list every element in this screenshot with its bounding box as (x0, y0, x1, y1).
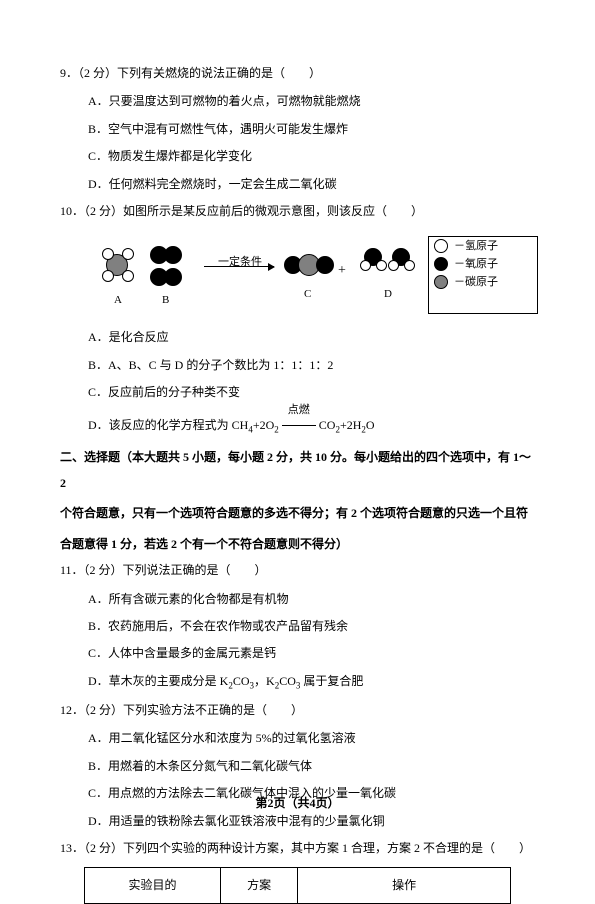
q9-opt-c: C．物质发生爆炸都是化学变化 (60, 143, 535, 169)
legend-swatch-o (434, 257, 448, 271)
q9-opt-d: D．任何燃料完全燃烧时，一定会生成二氧化碳 (60, 171, 535, 197)
reaction-condition: 点燃 (282, 412, 316, 438)
page-footer: 第2页（共4页） (0, 790, 595, 816)
q12-opt-a: A．用二氧化锰区分水和浓度为 5%的过氧化氢溶液 (60, 725, 535, 751)
section2-heading-2: 个符合题意，只有一个选项符合题意的多选不得分；有 2 个选项符合题意的只选一个且… (60, 500, 535, 526)
q10-opt-a: A．是化合反应 (60, 324, 535, 350)
legend-label: －氧原子 (454, 258, 498, 271)
q11-opt-c: C．人体中含量最多的金属元素是钙 (60, 640, 535, 666)
q11-opt-a: A．所有含碳元素的化合物都是有机物 (60, 586, 535, 612)
table-row: 实验目的 方案 操作 (84, 868, 511, 903)
legend-item: －氢原子 (429, 237, 537, 255)
label-d: D (384, 282, 392, 306)
atom-legend: －氢原子 －氧原子 －碳原子 (428, 236, 538, 314)
q10-stem: 10．（2 分）如图所示是某反应前后的微观示意图，则该反应（ ） (60, 198, 535, 224)
atom-o (316, 256, 334, 274)
atom-h (404, 260, 415, 271)
atom-o (164, 246, 182, 264)
table-header: 操作 (297, 868, 510, 903)
atom-h (102, 270, 114, 282)
atom-h (388, 260, 399, 271)
legend-swatch-h (434, 239, 448, 253)
reaction-diagram: A B 一定条件 C + D －氢原子 －氧原子 －碳原子 (88, 232, 535, 318)
legend-item: －氧原子 (429, 255, 537, 273)
q11-stem: 11．（2 分）下列说法正确的是（ ） (60, 557, 535, 583)
label-b: B (162, 288, 169, 312)
q13-stem: 13．（2 分）下列四个实验的两种设计方案，其中方案 1 合理，方案 2 不合理… (60, 835, 535, 861)
q9-opt-a: A．只要温度达到可燃物的着火点，可燃物就能燃烧 (60, 88, 535, 114)
arrow-condition: 一定条件 (218, 250, 262, 274)
atom-h (376, 260, 387, 271)
q10-opt-d: D．该反应的化学方程式为 CH4+2O2 点燃 CO2+2H2O (60, 412, 535, 440)
label-a: A (114, 288, 122, 312)
atom-h (122, 248, 134, 260)
q9-opt-b: B．空气中混有可燃性气体，遇明火可能发生爆炸 (60, 116, 535, 142)
plus-sign: + (338, 256, 346, 287)
legend-swatch-c (434, 275, 448, 289)
atom-h (360, 260, 371, 271)
table-header: 方案 (221, 868, 298, 903)
atom-h (122, 270, 134, 282)
q9-stem: 9．（2 分）下列有关燃烧的说法正确的是（ ） (60, 60, 535, 86)
reaction-arrow (204, 266, 274, 267)
q11-opt-d: D．草木灰的主要成分是 K2CO3，K2CO3 属于复合肥 (60, 668, 535, 696)
legend-label: －氢原子 (454, 240, 498, 253)
section2-heading-3: 合题意得 1 分，若选 2 个有一个不符合题意则不得分） (60, 531, 535, 557)
atom-o (164, 268, 182, 286)
q12-stem: 12．（2 分）下列实验方法不正确的是（ ） (60, 697, 535, 723)
label-c: C (304, 282, 311, 306)
q13-table: 实验目的 方案 操作 (84, 867, 512, 903)
section2-heading: 二、选择题（本大题共 5 小题，每小题 2 分，共 10 分。每小题给出的四个选… (60, 444, 535, 497)
table-header: 实验目的 (84, 868, 220, 903)
q11-opt-b: B．农药施用后，不会在农作物或农产品留有残余 (60, 613, 535, 639)
q10-opt-b: B．A、B、C 与 D 的分子个数比为 1：1：1：2 (60, 352, 535, 378)
q12-opt-b: B．用燃着的木条区分氮气和二氧化碳气体 (60, 753, 535, 779)
legend-item: －碳原子 (429, 273, 537, 291)
legend-label: －碳原子 (454, 276, 498, 289)
